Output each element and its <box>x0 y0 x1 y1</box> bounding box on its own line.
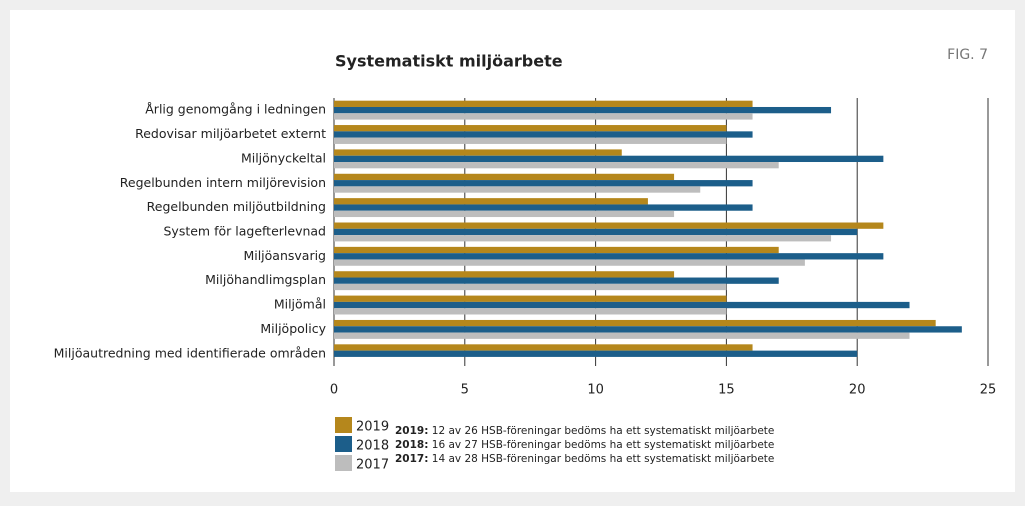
note: 2019: 12 av 26 HSB-föreningar bedöms ha … <box>395 425 774 437</box>
note: 2017: 14 av 28 HSB-föreningar bedöms ha … <box>395 453 774 465</box>
note-text: 12 av 26 HSB-föreningar bedöms ha ett sy… <box>432 425 775 437</box>
bar <box>334 271 675 278</box>
bar <box>334 162 779 169</box>
bar <box>334 235 832 242</box>
bar <box>334 350 858 357</box>
bar <box>334 100 753 107</box>
bar <box>334 131 753 138</box>
y-tick-label: Miljömål <box>274 297 326 312</box>
bar <box>334 228 858 236</box>
x-tick-label: 0 <box>330 383 338 398</box>
bar <box>334 137 727 144</box>
y-tick-label: Miljöpolicy <box>260 321 326 336</box>
note-year: 2017: <box>395 453 428 465</box>
x-tick-label: 20 <box>849 383 866 398</box>
bar <box>334 332 910 339</box>
bar <box>334 204 753 211</box>
legend-swatch <box>335 455 352 471</box>
note-year: 2018: <box>395 439 428 451</box>
bar <box>334 173 675 181</box>
bar <box>334 222 884 229</box>
bar <box>334 344 753 351</box>
bar <box>334 308 727 315</box>
bar <box>334 198 648 205</box>
x-tick-label: 5 <box>461 383 469 398</box>
bar <box>334 125 727 132</box>
bar <box>334 106 832 114</box>
bar <box>334 186 701 193</box>
x-tick-label: 10 <box>587 383 604 398</box>
bar <box>334 210 675 218</box>
y-tick-label: Redovisar miljöarbetet externt <box>135 126 326 141</box>
note-year: 2019: <box>395 425 428 437</box>
legend-label: 2019 <box>356 420 389 435</box>
y-tick-label: System för lagefterlevnad <box>164 224 327 239</box>
bar <box>334 180 753 187</box>
bar <box>334 149 622 156</box>
bar <box>334 113 753 120</box>
figure-label: FIG. 7 <box>947 47 988 63</box>
bar <box>334 155 884 163</box>
legend-swatch <box>335 417 352 433</box>
y-tick-label: Miljöansvarig <box>243 248 326 263</box>
chart-title: Systematiskt miljöarbete <box>335 52 563 71</box>
bar <box>334 326 962 333</box>
legend-label: 2017 <box>356 458 389 473</box>
bar <box>334 283 727 291</box>
y-tick-label: Regelbunden intern miljörevision <box>120 175 326 190</box>
y-tick-label: Årlig genomgång i ledningen <box>145 102 326 117</box>
bar <box>334 295 727 302</box>
legend-swatch <box>335 436 352 452</box>
bar <box>334 253 884 260</box>
note-text: 16 av 27 HSB-föreningar bedöms ha ett sy… <box>432 439 775 451</box>
note-text: 14 av 28 HSB-föreningar bedöms ha ett sy… <box>432 453 775 465</box>
bar <box>334 301 910 309</box>
y-tick-label: Regelbunden miljöutbildning <box>147 199 326 214</box>
bar <box>334 319 936 327</box>
bar <box>334 277 779 284</box>
x-tick-label: 15 <box>718 383 735 398</box>
bar <box>334 259 805 266</box>
y-tick-label: Miljöautredning med identifierade område… <box>54 345 326 360</box>
y-tick-label: Miljönyckeltal <box>241 150 326 165</box>
y-tick-label: Miljöhandlimgsplan <box>205 272 326 287</box>
note: 2018: 16 av 27 HSB-föreningar bedöms ha … <box>395 439 774 451</box>
x-tick-label: 25 <box>980 383 997 398</box>
bar <box>334 246 779 254</box>
legend-label: 2018 <box>356 439 389 454</box>
